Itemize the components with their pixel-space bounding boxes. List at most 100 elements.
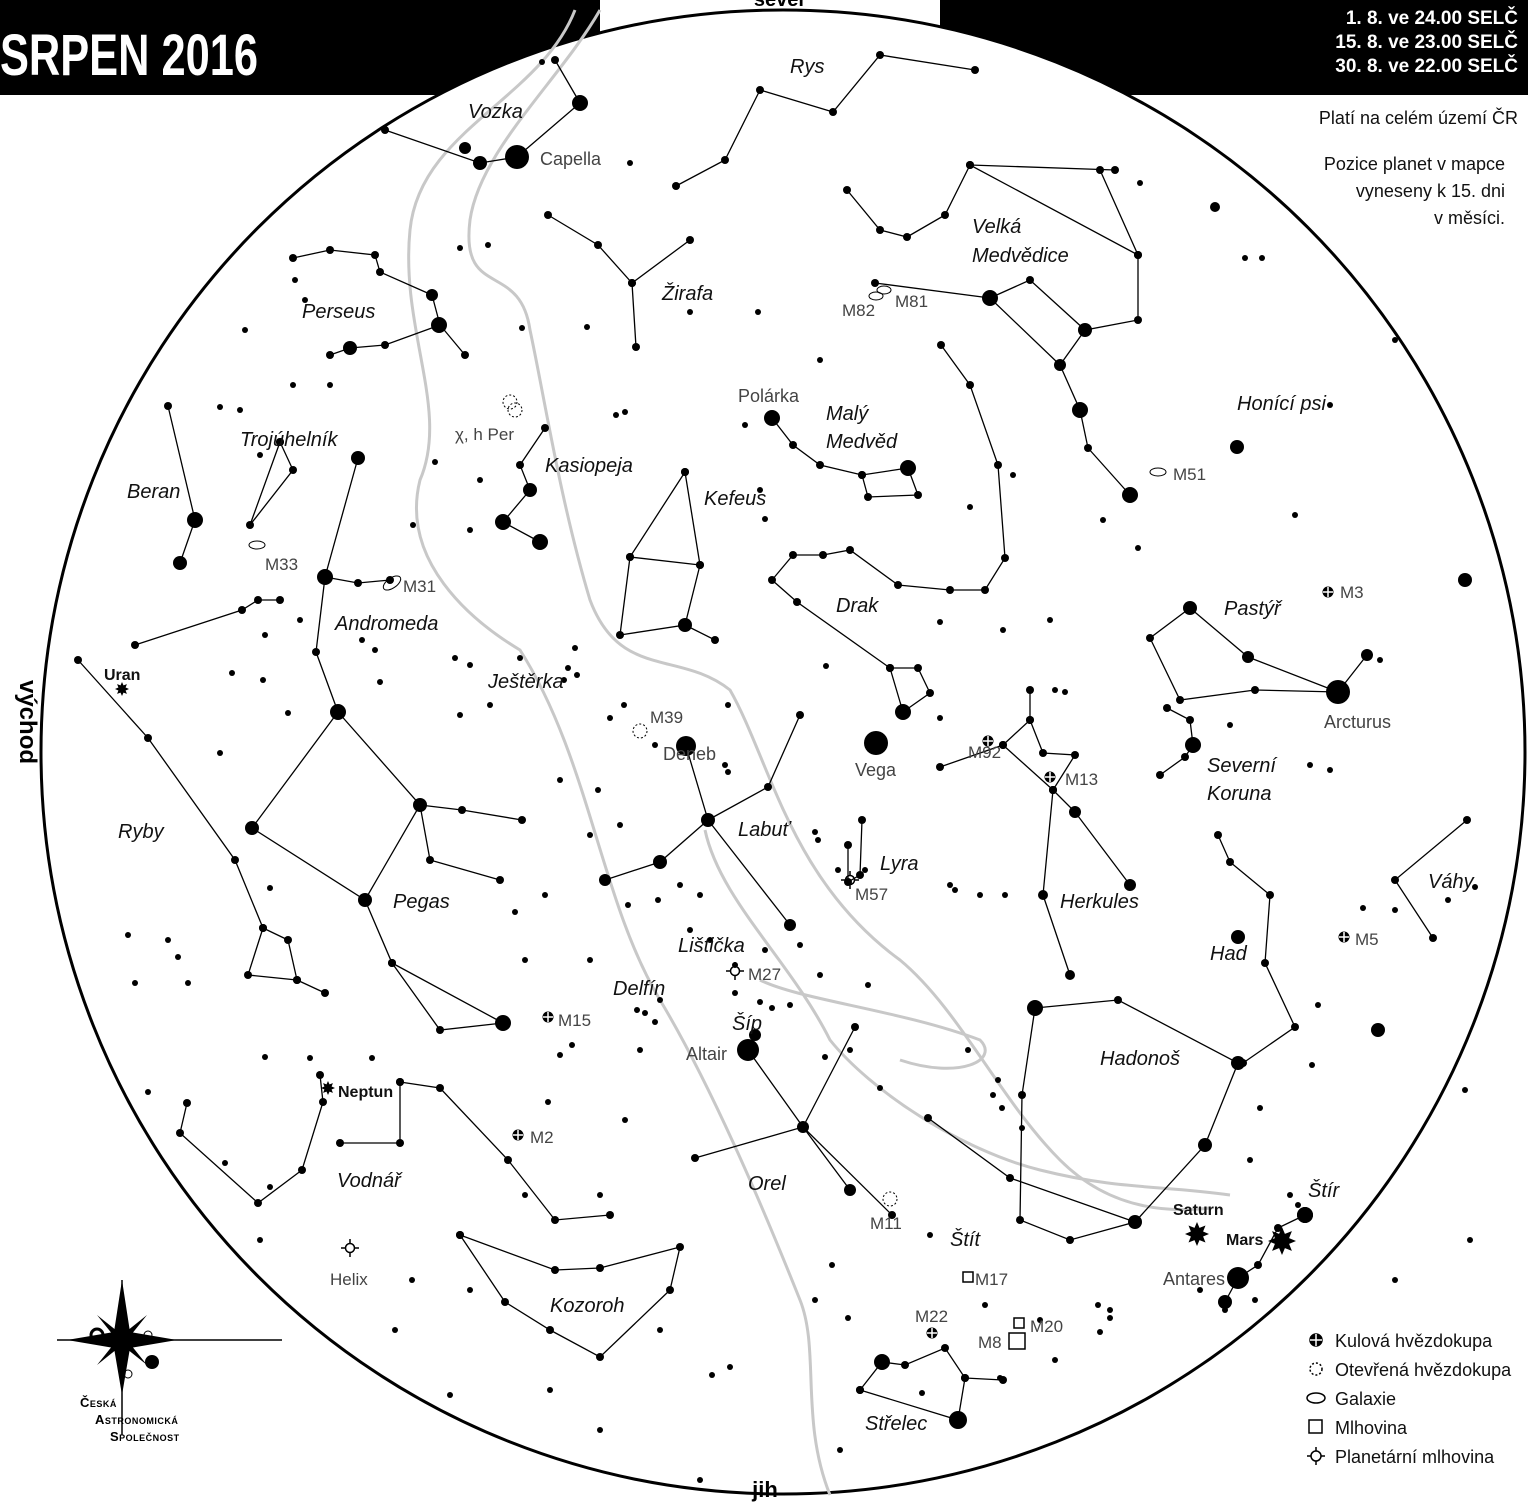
star <box>1052 1357 1058 1363</box>
constellation-line <box>1217 834 1296 1064</box>
constellation-line <box>604 745 709 881</box>
star <box>561 677 567 683</box>
star <box>187 512 203 528</box>
star <box>1107 1307 1113 1313</box>
star <box>1429 934 1437 942</box>
star <box>516 461 524 469</box>
open-cluster <box>632 723 648 739</box>
compass-star <box>97 1315 147 1365</box>
star <box>756 86 764 94</box>
star <box>900 460 916 476</box>
label: Severní <box>1207 755 1278 777</box>
star <box>1315 1002 1321 1008</box>
star <box>185 980 191 986</box>
star <box>858 471 866 479</box>
star <box>176 1129 184 1137</box>
label: Beran <box>127 481 180 503</box>
label: M57 <box>855 885 888 904</box>
label: Střelec <box>865 1413 927 1435</box>
star <box>697 1477 703 1483</box>
globular-cluster <box>513 1130 523 1140</box>
label: Trojúhelník <box>240 429 338 451</box>
star <box>242 327 248 333</box>
star <box>276 596 284 604</box>
star <box>457 245 463 251</box>
logo-compass <box>57 1280 282 1435</box>
label: východ <box>14 680 41 764</box>
star <box>317 569 333 585</box>
star <box>797 942 803 948</box>
constellation-line <box>874 282 991 299</box>
star <box>436 1084 444 1092</box>
star <box>722 762 728 768</box>
star <box>1054 359 1066 371</box>
star <box>1309 1062 1315 1068</box>
label: Česká <box>80 1395 117 1410</box>
star <box>307 1055 313 1061</box>
label: M81 <box>895 292 928 311</box>
legend-icon <box>1310 1450 1322 1462</box>
star <box>982 1302 988 1308</box>
star <box>501 1298 509 1306</box>
star <box>316 1071 324 1079</box>
label: Drak <box>836 595 879 617</box>
star <box>886 664 894 672</box>
star <box>981 586 989 594</box>
star <box>371 251 379 259</box>
legend-icon <box>1308 1419 1323 1434</box>
star <box>229 670 235 676</box>
star <box>217 750 223 756</box>
star <box>961 1374 969 1382</box>
star <box>254 1199 262 1207</box>
star <box>971 66 979 74</box>
star <box>512 909 518 915</box>
star <box>569 1042 575 1048</box>
label: Pegas <box>393 891 450 913</box>
star <box>539 59 545 65</box>
star <box>376 268 384 276</box>
star <box>1163 704 1171 712</box>
star <box>789 441 797 449</box>
star <box>431 317 447 333</box>
star <box>413 798 427 812</box>
star <box>504 1156 512 1164</box>
star <box>755 309 761 315</box>
star <box>584 324 590 330</box>
label: M31 <box>403 577 436 596</box>
star <box>725 769 731 775</box>
star <box>965 1047 971 1053</box>
star <box>1458 573 1472 587</box>
star <box>676 1243 684 1251</box>
star <box>319 1098 327 1106</box>
label: 1. 8. ve 24.00 SELČ <box>1346 7 1518 29</box>
star <box>966 161 974 169</box>
star <box>616 631 624 639</box>
star <box>966 381 974 389</box>
label: Vega <box>855 760 897 780</box>
star <box>596 1264 604 1272</box>
star <box>456 1231 464 1239</box>
label: Antares <box>1163 1269 1225 1289</box>
planetary-nebula <box>726 962 744 980</box>
star <box>1266 891 1274 899</box>
star <box>871 279 879 287</box>
constellation-line <box>707 819 791 926</box>
star <box>762 947 768 953</box>
star <box>1307 762 1313 768</box>
star <box>565 665 571 671</box>
star <box>628 279 636 287</box>
star <box>254 596 262 604</box>
star <box>1186 716 1194 724</box>
star <box>426 289 438 301</box>
star <box>903 233 911 241</box>
constellation-line <box>675 54 976 187</box>
galaxy <box>248 540 266 550</box>
star <box>1181 753 1189 761</box>
constellation-line <box>619 471 701 636</box>
galaxy <box>1149 467 1167 477</box>
galaxy <box>382 575 402 591</box>
star <box>377 679 383 685</box>
star <box>627 160 633 166</box>
star <box>895 704 911 720</box>
star <box>267 885 273 891</box>
